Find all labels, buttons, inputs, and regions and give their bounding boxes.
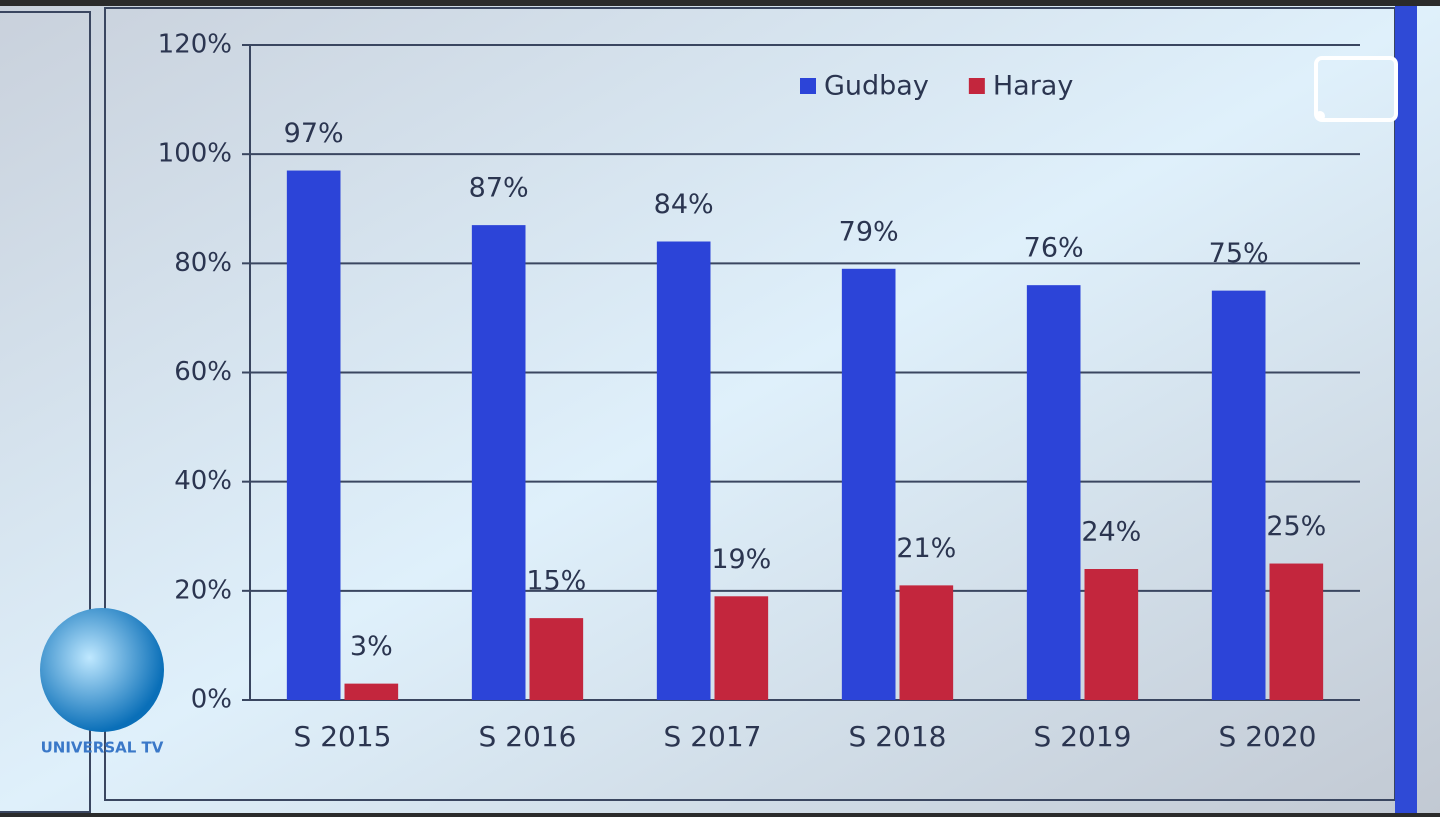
bar (899, 585, 954, 700)
x-tick-label: S 2020 (1219, 720, 1317, 753)
data-label: 76% (1024, 233, 1084, 264)
bar (471, 225, 526, 700)
bar (344, 683, 399, 700)
watermark: UNIVERSAL TV (41, 739, 164, 757)
y-tick-label: 100% (158, 139, 232, 169)
y-tick-label: 60% (174, 357, 232, 387)
bar (529, 618, 584, 700)
legend-label: Haray (993, 71, 1073, 102)
legend-label: Gudbay (824, 71, 929, 102)
y-tick-label: 120% (158, 30, 232, 60)
logo: UNIVERSAL TV (40, 608, 164, 757)
data-label: 25% (1266, 511, 1326, 542)
x-tick-label: S 2019 (1034, 720, 1132, 753)
bar (1084, 569, 1139, 700)
bar (1026, 285, 1081, 700)
x-tick-label: S 2015 (294, 720, 392, 753)
data-label: 24% (1081, 517, 1141, 548)
x-tick-label: S 2016 (479, 720, 577, 753)
edge-bar (1395, 6, 1417, 813)
bar (1269, 563, 1324, 700)
y-tick-label: 80% (174, 248, 232, 278)
data-label: 79% (839, 216, 899, 247)
data-label: 84% (654, 189, 714, 220)
y-tick-label: 0% (191, 685, 232, 715)
legend-swatch (968, 78, 985, 94)
data-label: 75% (1209, 238, 1269, 269)
data-label: 97% (284, 118, 344, 149)
bar (841, 268, 896, 700)
data-label: 3% (350, 631, 393, 662)
data-label: 19% (711, 544, 771, 575)
cast-dot[interactable] (1315, 111, 1325, 121)
data-label: 15% (526, 566, 586, 597)
x-tick-label: S 2017 (664, 720, 762, 753)
legend-swatch (800, 78, 816, 94)
x-tick-label: S 2018 (849, 720, 947, 753)
data-label: 87% (469, 173, 529, 204)
y-tick-label: 40% (174, 466, 232, 496)
bar (656, 241, 711, 700)
cast-icon[interactable] (1314, 56, 1398, 122)
side-panel (0, 11, 91, 813)
cast-frame[interactable] (1314, 56, 1398, 122)
data-label: 21% (896, 533, 956, 564)
bar (286, 170, 341, 700)
bar (1211, 290, 1266, 700)
bar (714, 596, 769, 700)
y-tick-label: 20% (174, 575, 232, 605)
logo-globe (40, 608, 164, 732)
